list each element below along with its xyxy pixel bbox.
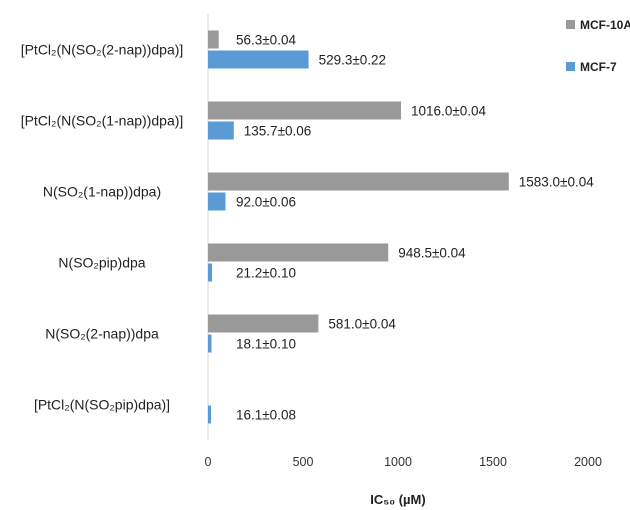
x-tick-label: 2000 [574,455,602,469]
bar-mcf-7 [208,121,234,140]
category-label: N(SO₂(1-nap))dpa) [43,184,161,200]
data-label: 581.0±0.04 [328,317,396,332]
data-label: 16.1±0.08 [236,408,296,423]
x-tick-label: 500 [293,455,314,469]
legend-label: MCF-10A [580,18,630,32]
bar-mcf-10a [208,30,219,49]
legend-label: MCF-7 [580,60,617,74]
bar-mcf-7 [208,50,309,69]
data-label: 21.2±0.10 [236,266,296,281]
category-label: N(SO₂pip)dpa [58,255,145,271]
x-tick-label: 1500 [479,455,507,469]
data-label: 56.3±0.04 [236,33,296,48]
value-labels: 56.3±0.04 529.3±0.22 1016.0±0.04 135.7±0.06… [236,33,594,423]
data-label: 18.1±0.10 [236,337,296,352]
bar-mcf-10a [208,172,509,191]
bar-mcf-7 [208,405,212,424]
data-label: 948.5±0.04 [398,246,466,261]
category-label: [PtCl₂(N(SO₂(2-nap))dpa)] [21,42,184,58]
x-tick-label: 1000 [384,455,412,469]
x-axis-title: IC₅₀ (µM) [370,492,425,507]
category-labels: [PtCl₂(N(SO₂(2-nap))dpa)] [PtCl₂(N(SO₂(1-… [21,42,184,413]
data-label: 1583.0±0.04 [519,175,594,190]
bar-mcf-10a [208,243,389,262]
data-label: 135.7±0.06 [244,124,311,139]
legend-swatch [566,20,575,29]
category-label: [PtCl₂(N(SO₂pip)dpa)] [34,397,170,413]
bar-mcf-10a [208,101,402,120]
bar-mcf-10a [208,314,319,333]
data-label: 529.3±0.22 [319,53,386,68]
legend-swatch [566,62,575,71]
bar-mcf-7 [208,334,212,353]
bar-mcf-7 [208,263,213,282]
bars-group [208,30,509,424]
x-tick-labels: 0 500 1000 1500 2000 [205,455,602,469]
data-label: 92.0±0.06 [236,195,296,210]
bar-mcf-7 [208,192,226,211]
data-label: 1016.0±0.04 [411,104,486,119]
category-label: [PtCl₂(N(SO₂(1-nap))dpa)] [21,113,184,129]
category-label: N(SO₂(2-nap))dpa [45,326,159,342]
legend: MCF-10A MCF-7 [566,18,630,74]
x-tick-label: 0 [205,455,212,469]
